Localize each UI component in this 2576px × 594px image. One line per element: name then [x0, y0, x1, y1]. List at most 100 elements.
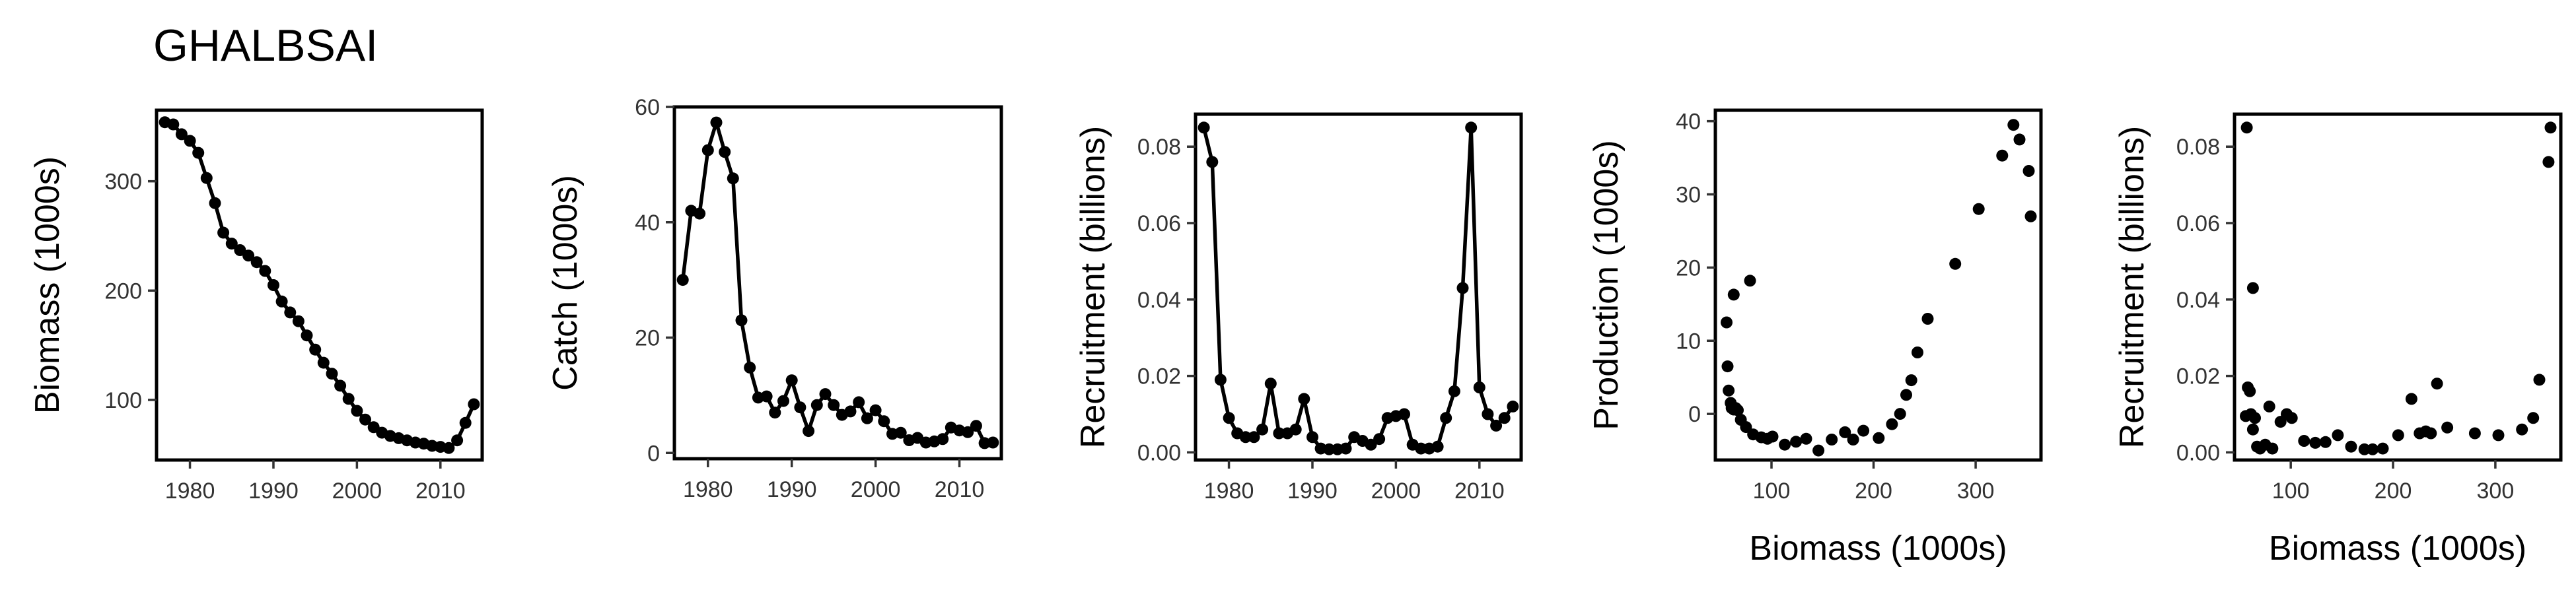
y-tick-label: 0: [1688, 402, 1701, 427]
data-point: [987, 436, 999, 449]
data-point: [1732, 404, 1744, 416]
y-tick-label: 0: [647, 441, 660, 466]
data-point: [694, 207, 706, 220]
x-tick-label: 100: [1753, 478, 1791, 504]
data-point: [2309, 436, 2322, 449]
x-tick-label: 2010: [415, 478, 466, 504]
data-point: [785, 374, 798, 387]
chart-panel-production-vs-biomass: 100 200 300 0 10 20 30 40 Production (1000s) Biom…: [1587, 108, 2043, 568]
x-tick-label: 300: [1957, 478, 1995, 504]
data-point: [1949, 257, 1962, 270]
data-point: [861, 412, 873, 424]
plot-frame: [1713, 108, 2043, 462]
data-point: [1289, 423, 1302, 436]
data-point: [2007, 119, 2020, 131]
data-point: [284, 306, 297, 319]
y-tick-label: 0.02: [1137, 364, 1181, 389]
data-point: [301, 329, 313, 342]
data-point: [1721, 360, 1734, 373]
data-point: [1727, 288, 1740, 301]
data-point: [2024, 210, 2037, 222]
chart-panel-recruitment: 1980 1990 2000 2010 0.00 0.02 0.04 0.06 0.08 Recr…: [1074, 112, 1523, 504]
data-point: [2516, 423, 2528, 436]
y-tick-label: 20: [635, 326, 660, 351]
y-tick-label: 20: [1676, 255, 1701, 280]
data-point: [1905, 374, 1917, 387]
y-axis-label: Biomass (1000s): [28, 156, 67, 414]
data-point: [1264, 378, 1277, 390]
data-point: [1507, 400, 1519, 412]
data-point: [1456, 282, 1469, 294]
data-point: [2246, 423, 2259, 436]
data-point: [2246, 282, 2259, 294]
data-point: [701, 144, 714, 156]
data-point: [192, 147, 205, 159]
data-point: [937, 433, 949, 446]
data-point: [844, 405, 857, 418]
data-point: [2441, 421, 2454, 434]
data-point: [744, 361, 756, 374]
data-point: [769, 407, 781, 419]
data-point: [1214, 374, 1227, 386]
data-point: [250, 256, 263, 269]
data-point: [1198, 121, 1210, 134]
data-point: [334, 380, 347, 392]
data-point: [468, 398, 480, 411]
data-point: [1373, 433, 1386, 446]
data-point: [810, 399, 823, 411]
data-point: [1306, 431, 1318, 444]
data-point: [1482, 408, 1494, 420]
data-point: [1273, 427, 1285, 440]
data-point: [2298, 435, 2310, 447]
data-point: [2468, 427, 2481, 440]
data-point: [309, 343, 322, 356]
x-tick-label: 100: [2272, 478, 2310, 504]
data-point: [1248, 431, 1260, 444]
x-tick-label: 2010: [1454, 478, 1505, 504]
data-point: [1894, 408, 1906, 420]
data-point: [1340, 442, 1352, 455]
x-tick-label: 300: [2477, 478, 2515, 504]
y-tick-label: 0.00: [1137, 440, 1181, 465]
chart-panel-biomass: 1980 1990 2000 2010 100 200 300 Biomass (1000s): [28, 108, 484, 504]
data-point: [719, 146, 731, 158]
data-point: [1323, 443, 1336, 455]
data-point: [2377, 442, 2389, 455]
data-point: [2249, 412, 2261, 424]
y-tick-label: 40: [1676, 110, 1701, 135]
data-point: [2266, 442, 2279, 455]
y-tick-label: 0.06: [1137, 211, 1181, 236]
data-point: [2022, 165, 2035, 177]
data-point: [1398, 408, 1410, 420]
data-point: [1440, 412, 1452, 424]
y-tick-label: 0.02: [2176, 364, 2220, 389]
x-tick-label: 1990: [248, 478, 299, 504]
data-point: [1448, 385, 1460, 397]
y-axis-label: Recruitment (billions): [2113, 126, 2151, 448]
data-point: [1921, 313, 1934, 325]
data-point: [735, 314, 748, 327]
data-point: [209, 197, 221, 209]
data-point: [2013, 133, 2026, 146]
x-tick-label: 200: [2375, 478, 2412, 504]
data-point: [2240, 410, 2252, 422]
data-point: [351, 405, 363, 417]
data-point: [2544, 121, 2557, 134]
data-point: [242, 249, 255, 262]
data-point: [1465, 121, 1478, 134]
y-tick-label: 0.04: [2176, 288, 2220, 313]
data-point: [1740, 421, 1752, 434]
data-point: [1790, 436, 1803, 448]
data-point: [1847, 434, 1859, 446]
data-point: [443, 442, 455, 454]
y-tick-label: 100: [104, 388, 142, 413]
data-point: [828, 399, 840, 411]
data-point: [1766, 430, 1779, 443]
data-point: [1812, 444, 1825, 457]
data-point: [1239, 431, 1252, 444]
series-line: [164, 120, 476, 450]
data-point: [1839, 426, 1851, 438]
x-tick-label: 2000: [851, 477, 901, 502]
chart-panel-recruitment-vs-biomass: 100 200 300 0.00 0.02 0.04 0.06 0.08 Recruitment…: [2113, 112, 2563, 568]
